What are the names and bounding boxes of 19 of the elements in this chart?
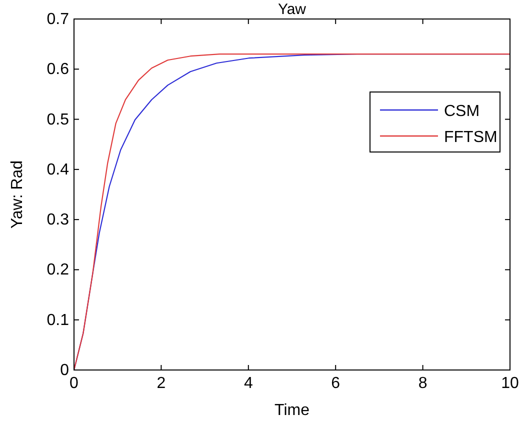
- y-axis-title: Yaw: Rad: [9, 160, 26, 229]
- chart-title: Yaw: [278, 1, 306, 18]
- x-axis-title: Time: [274, 402, 310, 419]
- y-tick-label: 0.7: [46, 11, 70, 28]
- y-tick-label: 0.1: [46, 312, 70, 329]
- x-tick-label: 4: [244, 375, 253, 392]
- x-tick-label: 6: [331, 375, 340, 392]
- y-tick-label: 0.2: [46, 262, 70, 279]
- y-tick-label: 0.4: [46, 161, 70, 178]
- y-tick-label: 0.6: [46, 61, 70, 78]
- y-tick-label: 0: [60, 362, 70, 379]
- x-tick-label: 10: [501, 375, 519, 392]
- y-tick-label: 0.5: [46, 111, 70, 128]
- line-series: [73, 54, 511, 371]
- legend-label: CSM: [444, 103, 480, 120]
- x-tick-label: 8: [418, 375, 428, 392]
- y-tick-label: 0.3: [46, 212, 70, 229]
- x-tick-label: 2: [156, 375, 166, 392]
- legend-label: FFTSM: [444, 129, 498, 146]
